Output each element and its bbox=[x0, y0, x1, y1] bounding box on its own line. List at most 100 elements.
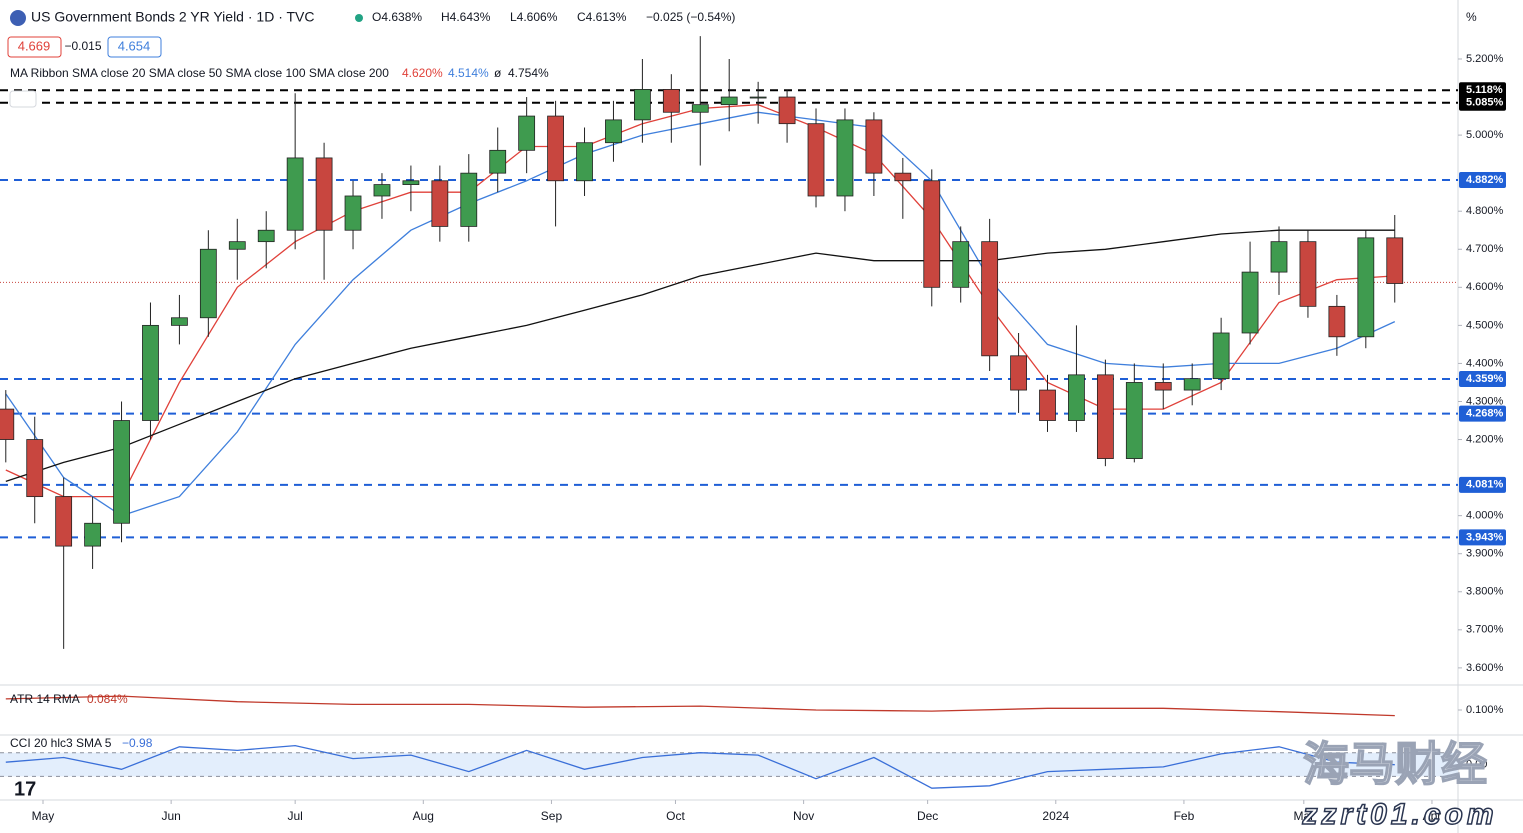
cci-value: −0.98 bbox=[122, 736, 153, 750]
buy-price: 4.654 bbox=[118, 38, 151, 53]
candle-body bbox=[1386, 237, 1404, 284]
x-tick-label: Sep bbox=[541, 809, 563, 823]
candle-body bbox=[1154, 382, 1172, 391]
candle-body bbox=[836, 119, 854, 197]
y-tick-label: 4.000% bbox=[1466, 510, 1504, 522]
x-tick-label: Apr bbox=[1423, 809, 1442, 823]
candle-body bbox=[923, 180, 941, 288]
candle-body bbox=[1328, 305, 1346, 338]
sell-box[interactable] bbox=[7, 36, 62, 58]
spread: −0.015 bbox=[64, 39, 101, 53]
cci-band bbox=[0, 752, 1458, 777]
x-tick-label: Nov bbox=[793, 809, 814, 823]
level-label: 4.081% bbox=[1466, 479, 1504, 491]
x-tick-label: May bbox=[32, 809, 55, 823]
overlay: US Government Bonds 2 YR Yield · 1D · TV… bbox=[7, 9, 1497, 832]
indicator-value: 4.620% bbox=[402, 66, 443, 80]
status-dot bbox=[355, 14, 363, 22]
candle-body bbox=[489, 149, 507, 174]
logo: 17 bbox=[14, 778, 36, 800]
level-label-box bbox=[1459, 94, 1506, 111]
candle-body bbox=[1068, 374, 1085, 421]
watermark-title: 海马财经 bbox=[1303, 738, 1487, 790]
candle-body bbox=[26, 439, 44, 498]
x-tick-label: Jun bbox=[161, 809, 180, 823]
y-tick-label: 5.200% bbox=[1466, 53, 1504, 65]
candle-body bbox=[286, 157, 304, 231]
candle-body bbox=[84, 522, 101, 547]
watermark-site: zzrt01.com bbox=[1301, 798, 1497, 831]
candle-body bbox=[171, 317, 188, 326]
candle-body bbox=[228, 241, 246, 250]
candle-body bbox=[981, 241, 999, 357]
level-label: 3.943% bbox=[1466, 531, 1504, 543]
candle-body bbox=[1096, 374, 1114, 459]
atr-value: 0.084% bbox=[87, 692, 128, 706]
y-tick-label: 0.100% bbox=[1466, 704, 1504, 716]
candle-body bbox=[720, 96, 738, 106]
collapse-button[interactable] bbox=[9, 90, 37, 108]
candle-body bbox=[315, 157, 333, 231]
ohlc-high: H4.643% bbox=[441, 10, 491, 24]
candle-body bbox=[1270, 241, 1288, 273]
candle-body bbox=[662, 89, 680, 113]
candle-body bbox=[952, 241, 970, 288]
candle-body bbox=[431, 180, 449, 227]
x-tick-label: 2024 bbox=[1042, 809, 1069, 823]
atr-title: ATR 14 RMA bbox=[10, 692, 80, 706]
candle-body bbox=[199, 248, 217, 319]
candle-body bbox=[257, 229, 275, 243]
candle-body bbox=[1183, 378, 1201, 391]
y-tick-label: 5.000% bbox=[1466, 129, 1504, 141]
cci-line bbox=[5, 744, 1395, 789]
candle-body bbox=[691, 104, 709, 113]
candle-body bbox=[373, 184, 391, 197]
x-tick-label: Feb bbox=[1174, 809, 1195, 823]
y-tick-label: 3.600% bbox=[1466, 662, 1504, 674]
candle-body bbox=[402, 180, 420, 185]
candle-body bbox=[460, 172, 478, 227]
y-tick-label: 3.800% bbox=[1466, 586, 1504, 598]
candle-body bbox=[547, 115, 564, 182]
ohlc-close: C4.613% bbox=[577, 10, 627, 24]
y-tick-label: 4.700% bbox=[1466, 243, 1504, 255]
level-label: 5.118% bbox=[1466, 84, 1503, 96]
y-tick-label: 0.00 bbox=[1466, 758, 1487, 770]
ohlc-low: L4.606% bbox=[510, 10, 558, 24]
candle-body bbox=[576, 142, 593, 182]
candle-body bbox=[894, 172, 912, 182]
indicator-value: ø bbox=[494, 66, 502, 80]
x-tick-label: Dec bbox=[917, 809, 938, 823]
ohlc-open: O4.638% bbox=[372, 10, 422, 24]
candle-body bbox=[865, 119, 883, 174]
ohlc-change: −0.025 (−0.54%) bbox=[646, 10, 735, 24]
candle-body bbox=[1125, 382, 1143, 459]
candle-body bbox=[778, 96, 796, 125]
y-tick-label: 4.400% bbox=[1466, 357, 1504, 369]
x-tick-label: Mar bbox=[1293, 809, 1314, 823]
unit-label: % bbox=[1466, 10, 1477, 24]
level-label-box bbox=[1459, 529, 1506, 546]
level-label: 4.882% bbox=[1466, 174, 1504, 186]
y-tick-label: 3.700% bbox=[1466, 624, 1504, 636]
buy-box[interactable] bbox=[107, 36, 162, 58]
y-tick-label: 4.300% bbox=[1466, 395, 1504, 407]
indicator-value: 4.754% bbox=[508, 66, 549, 80]
level-label-box bbox=[1459, 172, 1506, 189]
candle-body bbox=[749, 96, 767, 99]
candle-body bbox=[1299, 241, 1317, 307]
candle-body bbox=[633, 89, 651, 121]
chart-title: US Government Bonds 2 YR Yield · 1D · TV… bbox=[31, 9, 315, 25]
candle-body bbox=[1357, 237, 1375, 338]
candle-body bbox=[518, 115, 536, 151]
candle-body bbox=[344, 195, 362, 231]
level-label: 4.359% bbox=[1466, 373, 1504, 385]
candle-body bbox=[1039, 389, 1056, 421]
cci-title: CCI 20 hlc3 SMA 5 bbox=[10, 736, 112, 750]
candle-body bbox=[0, 408, 15, 440]
candle-body bbox=[113, 420, 130, 524]
x-tick-label: Oct bbox=[666, 809, 685, 823]
y-tick-label: 4.500% bbox=[1466, 319, 1504, 331]
